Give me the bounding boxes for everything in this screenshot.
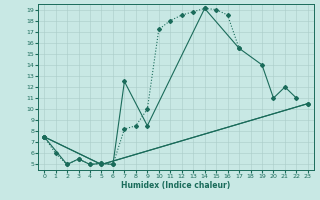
X-axis label: Humidex (Indice chaleur): Humidex (Indice chaleur): [121, 181, 231, 190]
